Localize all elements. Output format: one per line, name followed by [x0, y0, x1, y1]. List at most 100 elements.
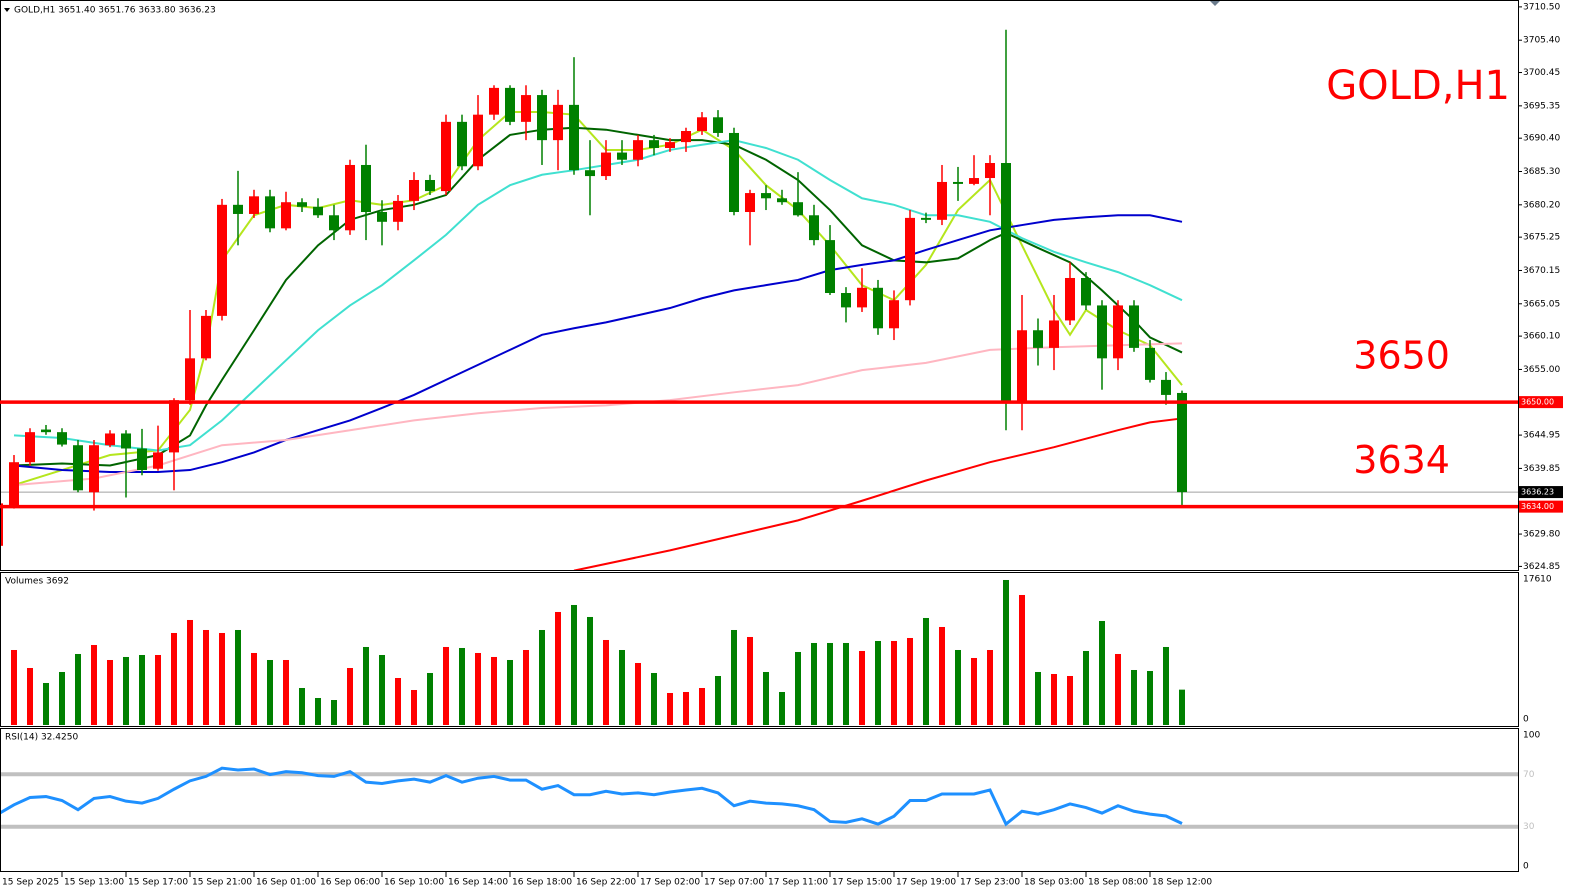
candle: [1065, 262, 1075, 326]
candle-body: [1129, 305, 1139, 348]
candle: [777, 189, 787, 205]
bid-label-box: [1519, 486, 1563, 499]
candle-body: [1049, 320, 1059, 348]
volume-bar: [923, 617, 929, 725]
candle: [329, 204, 339, 241]
candle: [1129, 300, 1139, 352]
volume-bar: [139, 654, 145, 725]
x-tick-label: 15 Sep 17:00: [128, 878, 188, 888]
volume-tick-label: 17610: [1523, 575, 1552, 585]
candle-body: [25, 432, 35, 463]
candle: [473, 95, 483, 171]
candle: [1049, 294, 1059, 371]
volume-bar: [315, 697, 321, 725]
candle-body: [729, 132, 739, 213]
volume-bar: [91, 644, 97, 725]
candle: [905, 210, 915, 306]
y-tick-label: 3700.45: [1523, 68, 1560, 78]
candle: [105, 430, 115, 448]
volume-bar: [891, 640, 897, 725]
candle: [249, 189, 259, 218]
candle: [41, 424, 51, 435]
candle: [361, 144, 371, 241]
candle: [1161, 372, 1171, 405]
candle: [409, 172, 419, 211]
y-tick-label: 3629.80: [1523, 530, 1560, 540]
volume-bar: [1035, 671, 1041, 725]
candle: [697, 112, 707, 135]
candle: [681, 127, 691, 152]
rsi-title: RSI(14) 32.4250: [5, 733, 78, 743]
x-tick-label: 17 Sep 07:00: [704, 878, 764, 888]
candle-body: [281, 202, 291, 229]
volume-bar: [107, 659, 113, 725]
y-tick-label: 3705.40: [1523, 36, 1560, 46]
volume-bar: [155, 654, 161, 725]
candle: [73, 439, 83, 493]
candle-body: [969, 178, 979, 184]
volume-bar: [699, 687, 705, 725]
candle-body: [633, 140, 643, 160]
volume-bar: [619, 649, 625, 725]
candle: [1081, 272, 1091, 310]
candle-body: [1, 503, 3, 546]
candle-body: [793, 202, 803, 216]
candle-body: [505, 87, 515, 122]
candle: [9, 455, 19, 509]
candle: [281, 191, 291, 231]
candle: [985, 155, 995, 216]
volume-bar: [571, 604, 577, 725]
candle: [217, 198, 227, 321]
volume-bar: [1003, 579, 1009, 725]
volume-bar: [715, 675, 721, 725]
x-tick-label: 16 Sep 01:00: [256, 878, 316, 888]
candle: [297, 198, 307, 213]
price-plot: [1, 29, 1518, 570]
volume-bar: [171, 632, 177, 725]
volume-bar: [683, 691, 689, 725]
volume-bar: [475, 652, 481, 725]
candle-body: [377, 212, 387, 222]
moving-average: [13, 214, 1183, 474]
menu-arrow: [4, 8, 10, 12]
volume-bar: [411, 689, 417, 725]
level-label: 3650.00: [1521, 398, 1554, 407]
candle-body: [473, 114, 483, 167]
y-tick-label: 3660.10: [1523, 332, 1560, 342]
candle: [185, 309, 195, 405]
candle: [729, 127, 739, 216]
volume-bar: [251, 652, 257, 725]
x-tick-label: 16 Sep 18:00: [512, 878, 572, 888]
volume-bar: [635, 662, 641, 725]
candle: [1177, 390, 1187, 508]
y-tick-label: 3644.95: [1523, 431, 1560, 441]
candle-body: [89, 445, 99, 493]
level-label-box: [1519, 396, 1563, 409]
candle-body: [761, 193, 771, 199]
y-tick-label: 3685.30: [1523, 167, 1560, 177]
candle-body: [697, 117, 707, 132]
x-tick-label: 17 Sep 02:00: [640, 878, 700, 888]
volume-bar: [747, 636, 753, 725]
rsi-tick-label: 100: [1523, 731, 1540, 741]
candle-body: [121, 433, 131, 449]
candle-body: [393, 200, 403, 222]
candle: [265, 189, 275, 233]
candle-body: [313, 206, 323, 216]
candle-body: [937, 181, 947, 220]
volume-bar: [843, 642, 849, 725]
x-tick-label: 16 Sep 14:00: [448, 878, 508, 888]
level-label-box: [1519, 500, 1563, 513]
volume-bar: [779, 691, 785, 725]
candle: [857, 268, 867, 312]
candle-body: [1001, 163, 1011, 404]
candle: [825, 225, 835, 295]
x-tick-label: 15 Sep 2025: [2, 878, 59, 888]
candle: [553, 89, 563, 171]
candle: [377, 200, 387, 246]
candle: [137, 428, 147, 476]
candle: [969, 155, 979, 186]
rsi-tick-label: 30: [1523, 822, 1535, 832]
candle-body: [745, 193, 755, 213]
